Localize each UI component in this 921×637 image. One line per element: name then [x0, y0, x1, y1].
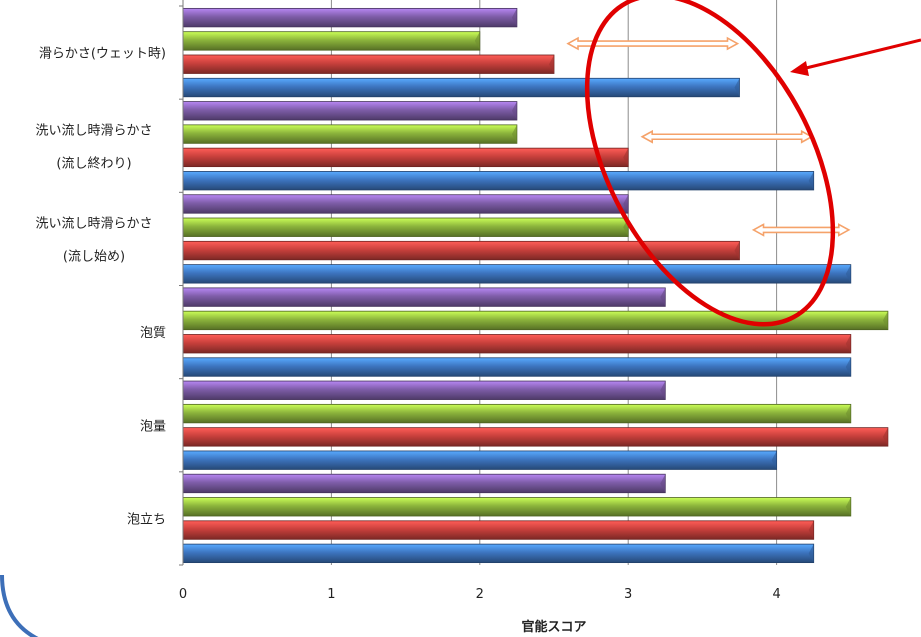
bar	[182, 194, 629, 214]
category-label: 泡立ち	[127, 512, 166, 527]
bar-end-bevel	[474, 31, 480, 51]
bar	[182, 7, 518, 28]
bar-end-bevel	[845, 357, 851, 377]
x-tick-label: 3	[624, 587, 632, 602]
category-label: (流し始め)	[63, 249, 125, 264]
bar-end-bevel	[660, 381, 666, 400]
x-axis-title: 官能スコア	[521, 619, 586, 635]
bar-end-bevel	[808, 171, 814, 190]
bar-end-bevel	[623, 148, 629, 167]
double-arrow	[566, 36, 740, 51]
bar-end-bevel	[845, 264, 851, 284]
bar	[182, 217, 629, 237]
bar	[182, 171, 815, 191]
bar-end-bevel	[660, 287, 666, 307]
bar-end-bevel	[845, 334, 851, 353]
bar-end-bevel	[808, 544, 814, 563]
bar-end-bevel	[511, 124, 517, 144]
x-tick-label: 0	[179, 587, 187, 602]
bar	[182, 357, 852, 377]
x-tick-label: 4	[772, 587, 780, 602]
bar-end-bevel	[771, 450, 777, 470]
bar	[182, 334, 852, 354]
bar	[182, 54, 555, 74]
annotations	[566, 0, 921, 327]
bar	[182, 101, 518, 121]
bar	[182, 380, 666, 400]
category-label: 泡質	[140, 326, 166, 341]
bar	[182, 520, 815, 540]
bar-end-bevel	[660, 474, 666, 493]
bar	[182, 473, 666, 494]
bar	[182, 264, 852, 284]
bar	[182, 543, 815, 564]
bar	[182, 287, 666, 307]
bar-end-bevel	[511, 101, 517, 121]
bar-end-bevel	[845, 497, 851, 517]
bar	[182, 427, 889, 447]
bar	[182, 77, 740, 98]
category-label: 洗い流し時滑らかさ	[35, 216, 152, 231]
bar	[182, 147, 629, 168]
leader-arrow	[790, 38, 921, 76]
bar-end-bevel	[845, 404, 851, 423]
bar	[182, 240, 740, 261]
bar-end-bevel	[808, 520, 814, 540]
bar-end-bevel	[734, 78, 740, 97]
decorative-corner-arc	[0, 574, 39, 637]
bar-series	[182, 7, 889, 564]
category-label: (流し終わり)	[56, 155, 131, 171]
bar	[182, 497, 852, 517]
category-label: 滑らかさ(ウェット時)	[39, 47, 166, 62]
bar	[182, 31, 481, 51]
highlight-ellipse	[584, 0, 836, 327]
bar-end-bevel	[882, 311, 888, 330]
bar	[182, 450, 777, 470]
double-arrow	[751, 223, 851, 237]
category-label: 洗い流し時滑らかさ	[35, 123, 152, 138]
bar	[182, 403, 852, 424]
bar-end-bevel	[511, 8, 517, 27]
double-arrow	[640, 129, 814, 144]
bar-end-bevel	[549, 54, 554, 74]
bar-end-bevel	[623, 194, 629, 214]
x-tick-label: 2	[476, 587, 484, 602]
bar-end-bevel	[734, 241, 740, 260]
bar	[182, 124, 518, 144]
axes: 0 1 2 3 4 滑らかさ(ウェット時) 洗い流し時滑らかさ (流し終わり) 洗い流し時滑らか…	[35, 0, 781, 602]
category-label: 泡量	[140, 419, 166, 434]
bar-end-bevel	[882, 427, 888, 447]
x-tick-label: 1	[327, 587, 335, 602]
